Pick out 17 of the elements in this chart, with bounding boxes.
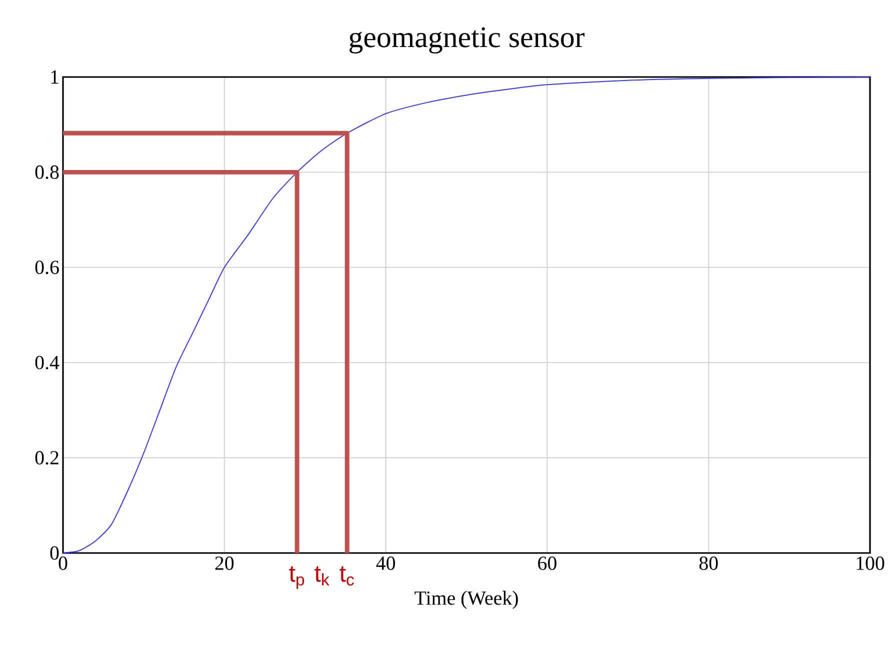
x-tick-label: 80 — [699, 556, 718, 570]
y-tick-label: 0 — [50, 546, 59, 560]
y-tick-label: 0.6 — [35, 260, 59, 274]
annotation: t$_{c}$ — [340, 566, 354, 586]
y-tick-label: 1 — [51, 70, 58, 84]
x-axis-title: Time (Week) — [414, 590, 518, 609]
chart-title: geomagnetic sensor — [350, 27, 585, 54]
text: t$_{k}$ — [314, 566, 330, 586]
y-tick-label: 0.2 — [35, 451, 58, 465]
annotation: t$_{p}$ — [289, 566, 304, 589]
line-series — [62, 76, 871, 554]
y-tick-label: 0.8 — [35, 165, 59, 179]
x-tick-label: 40 — [376, 556, 396, 570]
x-tick-label: 100 — [856, 556, 884, 570]
x-tick-label: 60 — [538, 556, 556, 570]
y-tick-label: 0.4 — [35, 356, 60, 370]
x-tick-label: 20 — [215, 556, 234, 570]
